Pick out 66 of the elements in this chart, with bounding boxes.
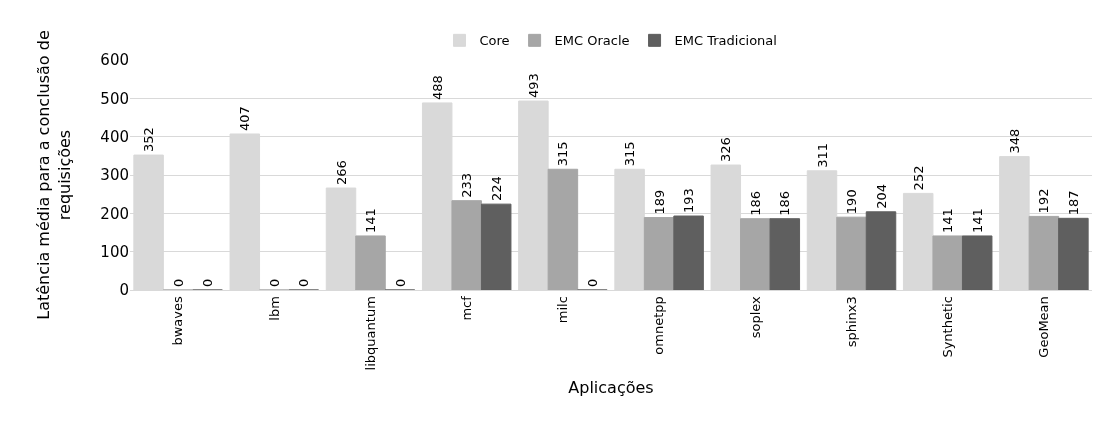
data-label: 233 — [459, 172, 475, 198]
data-label: 0 — [584, 278, 600, 287]
legend-label: EMC Tradicional — [674, 33, 777, 49]
x-tick-label: mcf — [458, 295, 474, 321]
y-tick-label: 500 — [100, 89, 129, 108]
data-label: 0 — [200, 278, 216, 287]
legend-label: Core — [479, 33, 510, 49]
data-label: 0 — [296, 278, 312, 287]
data-label: 315 — [622, 141, 638, 167]
data-label: 266 — [333, 160, 349, 186]
y-tick-label: 300 — [100, 166, 129, 185]
data-label: 190 — [844, 189, 859, 215]
x-tick-label: soplex — [747, 295, 763, 339]
bar — [769, 218, 801, 290]
data-label: 141 — [969, 208, 985, 233]
data-label: 0 — [170, 278, 186, 287]
legend-label: EMC Oracle — [554, 33, 630, 49]
bar — [643, 217, 675, 290]
x-tick-label: omnetpp — [651, 296, 667, 355]
bar — [1058, 217, 1089, 290]
data-label: 187 — [1065, 190, 1081, 216]
y-tick-label: 100 — [100, 242, 129, 261]
y-tick-label: 400 — [100, 127, 129, 146]
x-tick-label: libquantum — [362, 296, 378, 371]
data-label: 204 — [873, 183, 889, 209]
bar — [673, 215, 704, 290]
data-label: 407 — [237, 106, 253, 131]
data-label: 141 — [363, 208, 378, 233]
x-tick-label: milc — [555, 296, 571, 324]
data-label: 186 — [747, 190, 763, 216]
y-axis-title: Latência média para a conclusão de requisições — [34, 30, 75, 320]
x-tick-label: Synthetic — [939, 296, 955, 358]
y-tick-label: 0 — [119, 281, 129, 300]
bar — [451, 200, 482, 290]
bar — [865, 211, 897, 290]
data-label: 192 — [1036, 188, 1052, 214]
bar — [547, 168, 579, 290]
x-tick-label: GeoMean — [1036, 296, 1052, 358]
data-label: 0 — [266, 278, 282, 287]
bar — [961, 235, 993, 290]
y-tick-label: 600 — [100, 51, 129, 70]
data-label: 0 — [392, 278, 408, 287]
bar — [1028, 215, 1060, 290]
bar — [836, 216, 867, 290]
data-label: 493 — [525, 73, 541, 99]
data-label: 189 — [651, 189, 667, 215]
data-label: 186 — [777, 190, 793, 216]
data-label: 348 — [1006, 128, 1022, 154]
data-label: 315 — [555, 141, 571, 167]
data-label: 141 — [940, 208, 956, 233]
bar — [932, 235, 963, 290]
data-label: 193 — [681, 188, 697, 214]
bar — [480, 203, 512, 290]
bar — [740, 218, 771, 290]
data-label: 311 — [814, 142, 830, 168]
data-label: 252 — [910, 165, 926, 191]
bar — [355, 235, 386, 290]
x-tick-label: bwaves — [170, 295, 186, 346]
data-label: 352 — [141, 127, 157, 153]
y-tick-label: 200 — [100, 204, 129, 223]
data-label: 224 — [488, 176, 504, 202]
x-tick-label: lbm — [266, 296, 282, 321]
data-label: 326 — [718, 137, 734, 163]
x-axis-title: Aplicações — [568, 378, 654, 398]
data-label: 488 — [429, 75, 445, 100]
x-tick-label: sphinx3 — [843, 296, 859, 348]
